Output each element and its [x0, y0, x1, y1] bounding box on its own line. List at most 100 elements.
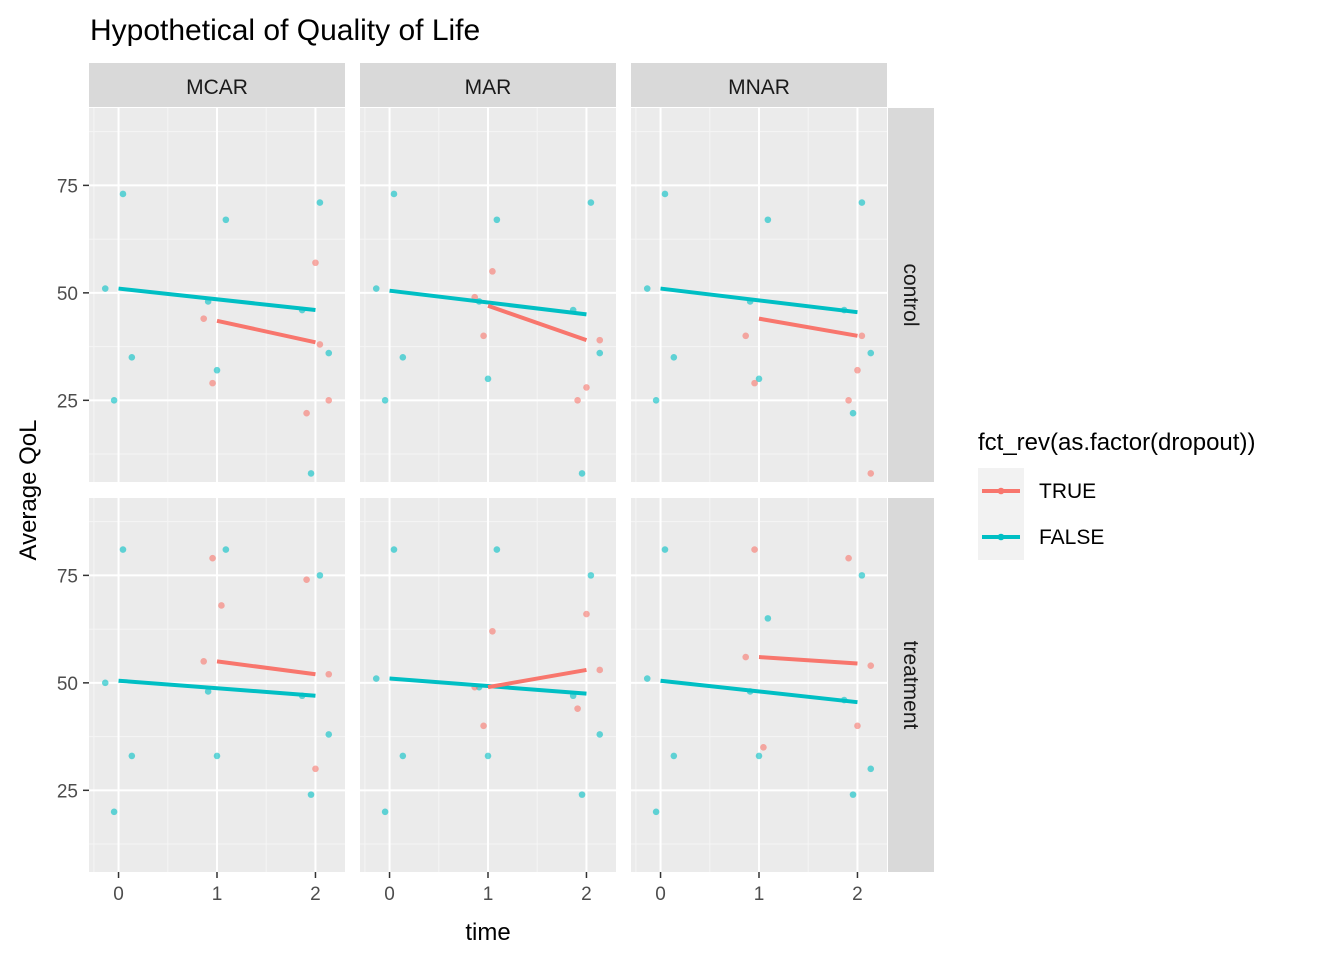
data-point-false	[325, 349, 333, 357]
facet-row-strip-bg	[888, 498, 934, 872]
data-point-false	[596, 349, 604, 357]
data-point-true	[489, 268, 496, 275]
data-point-true	[583, 384, 590, 391]
data-point-false	[381, 397, 389, 404]
data-point-true	[845, 397, 852, 404]
data-point-true	[325, 670, 333, 678]
data-point-false	[325, 731, 333, 738]
data-point-false	[587, 199, 595, 206]
facet-panels: MCAR MAR MNAR control treatment 25 50 75 25 50 75 0…	[57, 63, 934, 905]
data-point-true	[574, 705, 581, 712]
facet-strip-bg	[631, 63, 887, 107]
facet-strip-bg	[360, 63, 616, 107]
data-point-true	[200, 658, 208, 665]
data-point-true	[596, 336, 604, 344]
y-tick-label: 25	[57, 781, 78, 802]
data-point-false	[204, 688, 212, 695]
x-tick-label: 0	[655, 884, 666, 905]
data-point-false	[643, 285, 651, 292]
facet-row-strip-control: control	[888, 108, 934, 482]
data-point-false	[493, 546, 501, 553]
trend-line-true	[758, 316, 858, 338]
data-point-true	[583, 610, 590, 618]
facet-strip-mcar: MCAR	[89, 63, 345, 107]
data-point-false	[484, 375, 492, 383]
data-point-true	[751, 379, 758, 387]
data-point-true	[854, 722, 861, 730]
data-point-true	[867, 470, 875, 477]
data-point-false	[399, 354, 407, 361]
facet-strip-mnar: MNAR	[631, 63, 887, 107]
data-point-false	[213, 366, 221, 374]
legend-title: fct_rev(as.factor(dropout))	[978, 429, 1255, 456]
trend-line-false	[118, 678, 316, 698]
facet-row-strip-label: treatment	[899, 641, 922, 730]
data-point-false	[307, 470, 315, 477]
x-tick-label: 1	[754, 884, 765, 905]
panel-treatment-mcar: 25 50 75 0 1 2	[57, 498, 345, 905]
trend-line-false	[389, 288, 587, 317]
data-point-true	[312, 259, 319, 267]
data-point-true	[760, 744, 767, 751]
data-point-false	[652, 397, 660, 404]
data-point-false	[110, 808, 118, 816]
data-point-true	[854, 366, 861, 374]
x-tick-label: 1	[212, 884, 223, 905]
data-point-true	[325, 397, 333, 404]
data-point-false	[858, 199, 866, 206]
facet-strip-mar: MAR	[360, 63, 616, 107]
data-point-false	[222, 216, 230, 224]
y-tick-label: 50	[57, 284, 78, 305]
data-point-false	[596, 731, 604, 738]
data-point-false	[128, 752, 136, 760]
data-point-true	[574, 397, 581, 404]
data-point-false	[390, 190, 398, 198]
data-point-true	[303, 576, 310, 583]
data-point-false	[119, 190, 127, 198]
data-point-true	[209, 554, 216, 562]
data-point-false	[578, 791, 586, 798]
data-point-true	[858, 332, 866, 340]
data-point-true	[596, 666, 604, 674]
data-point-false	[493, 216, 501, 224]
data-point-false	[867, 765, 875, 773]
trend-line-true	[216, 659, 316, 677]
data-point-false	[119, 546, 127, 553]
data-point-false	[101, 285, 109, 292]
data-point-false	[578, 470, 586, 477]
data-point-false	[661, 190, 669, 198]
facet-row-strip-treatment: treatment	[888, 498, 934, 872]
trend-line-false	[660, 286, 858, 315]
data-point-false	[587, 572, 595, 579]
facet-strip-label: MCAR	[186, 76, 248, 99]
x-tick-label: 0	[113, 884, 124, 905]
legend-key-point	[997, 487, 1005, 495]
data-point-false	[849, 791, 857, 798]
legend-label: FALSE	[1039, 526, 1104, 549]
data-point-false	[128, 354, 136, 361]
data-point-true	[867, 662, 875, 669]
trend-line-true	[758, 655, 858, 666]
data-point-true	[316, 341, 324, 348]
data-point-true	[742, 653, 750, 661]
trend-line-false	[660, 678, 858, 705]
data-point-true	[200, 315, 208, 322]
data-point-false	[101, 679, 109, 687]
data-point-true	[751, 546, 758, 553]
panel-control-mar	[360, 108, 616, 482]
trend-line-true	[487, 303, 588, 343]
data-point-false	[110, 397, 118, 404]
x-tick-label: 2	[852, 884, 863, 905]
data-point-true	[303, 409, 310, 417]
panel-treatment-mnar: 0 1 2	[631, 498, 887, 905]
data-point-true	[312, 765, 319, 773]
data-point-true	[489, 627, 496, 635]
data-point-false	[307, 791, 315, 798]
data-point-false	[755, 375, 763, 383]
legend-label: TRUE	[1039, 480, 1096, 503]
data-point-true	[218, 602, 225, 609]
data-point-true	[742, 332, 750, 340]
data-point-false	[381, 808, 389, 816]
facet-strip-label: MNAR	[728, 76, 790, 99]
